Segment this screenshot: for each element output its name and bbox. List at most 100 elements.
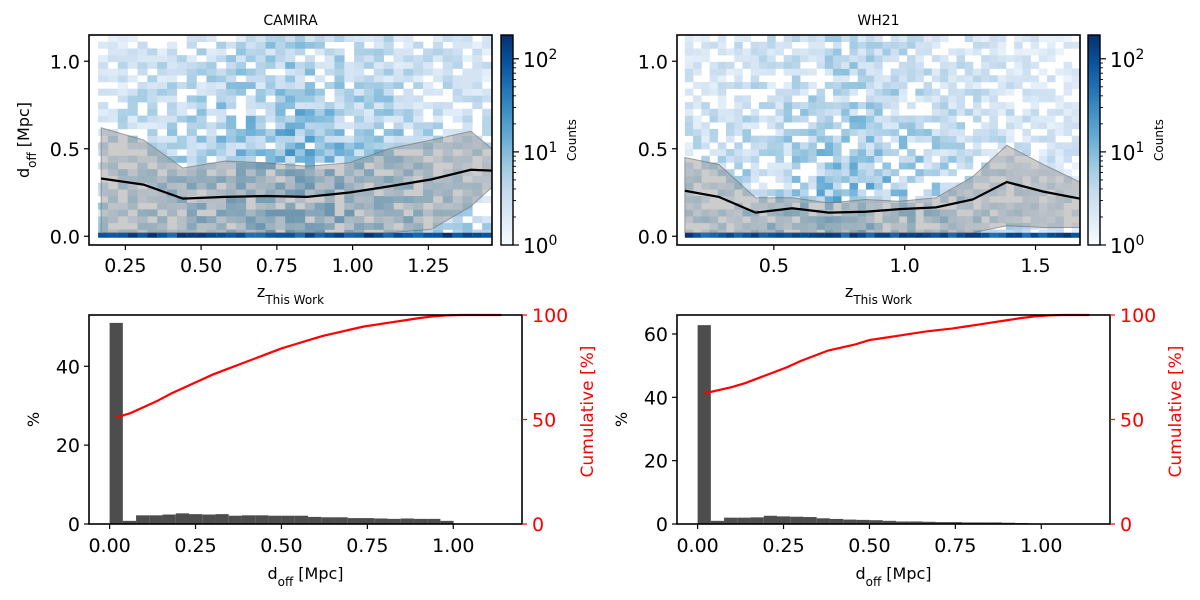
heatmap-bin — [432, 88, 444, 96]
heatmap-bin — [324, 122, 335, 130]
heatmap-bin — [167, 61, 178, 69]
heatmap-bin — [147, 128, 158, 136]
heatmap-bin — [344, 68, 355, 76]
heatmap-bin — [295, 155, 306, 163]
heatmap-bin-zero — [255, 232, 266, 238]
heatmap-bin — [314, 35, 325, 43]
heatmap-bin — [206, 75, 217, 83]
heatmap-bin — [167, 55, 178, 63]
heatmap-bin — [890, 149, 900, 157]
heatmap-bin — [997, 102, 1007, 110]
heatmap-bin-zero — [857, 232, 867, 238]
heatmap-bin — [684, 128, 694, 136]
colorbar-tick-exp: 0 — [548, 233, 557, 249]
heatmap-bin — [948, 142, 957, 150]
heatmap-bin — [742, 128, 752, 136]
heatmap-bin — [324, 61, 335, 69]
histogram-bar — [308, 516, 322, 524]
heatmap-bin — [285, 81, 296, 89]
heatmap-bin — [363, 55, 375, 63]
heatmap-bin — [857, 61, 867, 69]
heatmap-bin — [216, 95, 227, 103]
heatmap-bin — [452, 222, 463, 230]
heatmap-bin — [726, 122, 735, 130]
heatmap-bin — [137, 41, 148, 49]
heatmap-bin — [701, 88, 710, 96]
heatmap-bin-zero — [98, 232, 109, 238]
heatmap-bin — [833, 169, 842, 177]
heatmap-bin — [800, 55, 809, 63]
heatmap-bin — [1038, 81, 1048, 89]
heatmap-bin — [1030, 88, 1040, 96]
heatmap-bin — [393, 95, 404, 103]
heatmap-bin — [137, 81, 148, 89]
heatmap-bin — [750, 149, 760, 157]
heatmap-bin — [701, 135, 710, 143]
heatmap-bin — [775, 95, 784, 103]
heatmap-bin — [275, 102, 286, 110]
heatmap-bin — [344, 102, 355, 110]
heatmap-bin — [265, 108, 276, 116]
heatmap-bin — [989, 135, 998, 143]
heatmap-bin — [176, 155, 188, 163]
heatmap-bin — [275, 81, 286, 89]
heatmap-bin — [816, 169, 826, 177]
x-axis-label: zThis Work — [845, 282, 912, 307]
heatmap-bin — [1038, 115, 1048, 123]
heatmap-bin — [783, 149, 793, 157]
heatmap-bin — [403, 102, 414, 110]
heatmap-bin — [907, 149, 916, 157]
heatmap-bin — [373, 55, 384, 63]
heatmap-bin — [117, 61, 128, 69]
heatmap-bin — [295, 48, 306, 56]
heatmap-bin — [783, 81, 793, 89]
heatmap-bin — [462, 88, 473, 96]
heatmap-bin — [767, 169, 776, 177]
heatmap-bin — [344, 88, 355, 96]
heatmap-bin-zero — [783, 232, 793, 238]
heatmap-bin — [767, 48, 776, 56]
heatmap-bin — [940, 128, 949, 136]
heatmap-bin — [824, 115, 834, 123]
y-axis-label: % — [612, 412, 631, 427]
heatmap-bin — [726, 108, 735, 116]
heatmap-bin — [693, 95, 702, 103]
heatmap-bin — [824, 182, 834, 190]
heatmap-bin — [304, 108, 316, 116]
heatmap-bin — [874, 196, 883, 204]
y-tick-label: 0 — [656, 514, 668, 536]
heatmap-bin — [383, 115, 394, 123]
heatmap-bin — [186, 95, 197, 103]
heatmap-bin — [915, 88, 924, 96]
heatmap-bin — [857, 175, 867, 183]
histogram-bar — [122, 520, 137, 524]
heatmap-bin — [775, 142, 784, 150]
heatmap-bin — [898, 75, 908, 83]
x-tick-label: 0.25 — [762, 535, 804, 557]
heatmap-bin — [972, 128, 982, 136]
heatmap-bin — [107, 115, 119, 123]
heatmap-bin — [462, 68, 473, 76]
heatmap-bin — [383, 108, 394, 116]
heatmap-bin — [334, 135, 345, 143]
heatmap-bin — [482, 35, 492, 43]
heatmap-bin — [997, 35, 1007, 43]
heatmap-bin — [363, 102, 375, 110]
heatmap-bin-zero — [997, 232, 1007, 238]
heatmap-bin — [98, 75, 109, 83]
heatmap-bin — [849, 81, 859, 89]
heatmap-bin — [783, 55, 793, 63]
heatmap-bin — [314, 88, 325, 96]
x-axis-label-main: z — [845, 282, 853, 301]
heatmap-bin — [775, 135, 784, 143]
heatmap-bin — [956, 162, 966, 170]
heatmap-bin — [354, 128, 365, 136]
heatmap-bin — [701, 108, 710, 116]
heatmap-bin — [907, 115, 916, 123]
heatmap-bin — [940, 115, 949, 123]
heatmap-bin — [452, 128, 463, 136]
heatmap-bin — [423, 135, 434, 143]
heatmap-bin — [767, 68, 776, 76]
heatmap-bin — [874, 41, 883, 49]
